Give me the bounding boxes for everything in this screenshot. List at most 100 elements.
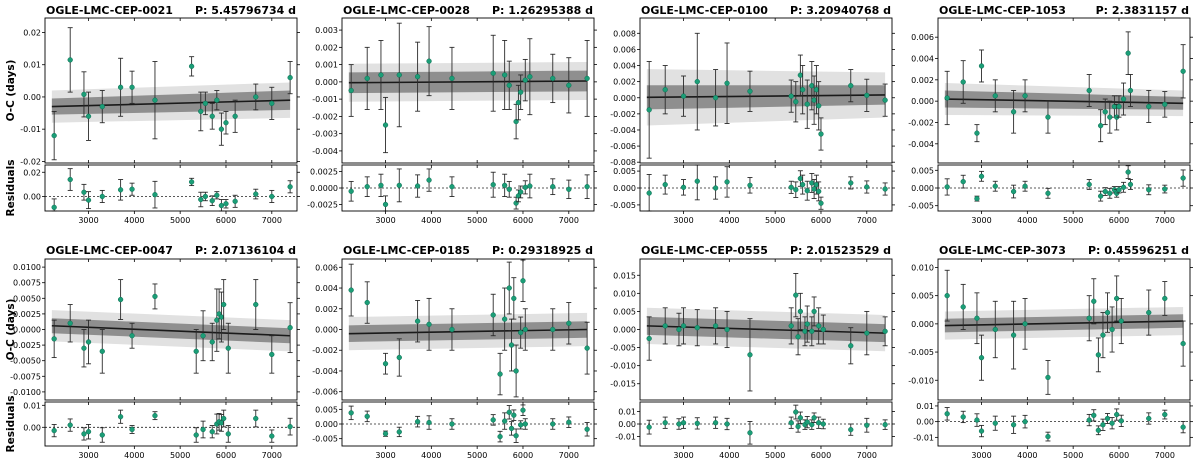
- residual-axes-frame: [44, 164, 298, 212]
- residual-point: [502, 182, 508, 189]
- data-point: [449, 326, 455, 333]
- x-tick-label: 5000: [170, 451, 190, 460]
- data-point: [724, 80, 730, 86]
- residual-point: [449, 421, 455, 427]
- y-tick-label: 0.00: [916, 418, 934, 427]
- data-point: [508, 342, 515, 348]
- residual-point: [550, 421, 556, 427]
- x-tick-label: 7000: [1155, 451, 1175, 460]
- residual-point: [848, 180, 854, 186]
- residual-point: [449, 184, 455, 190]
- x-tick-label: 5000: [170, 216, 190, 225]
- x-tick-label: 7000: [1155, 216, 1175, 225]
- residual-point: [396, 182, 402, 189]
- data-point: [1146, 103, 1152, 110]
- period-label: P: 2.3831157 d: [1096, 4, 1189, 17]
- residual-point: [209, 429, 215, 435]
- residual-point: [198, 196, 204, 203]
- residual-point: [1086, 181, 1092, 188]
- x-tick-label: 4000: [124, 216, 144, 225]
- main-axes-frame: [937, 258, 1191, 401]
- period-label: P: 1.26295388 d: [492, 4, 593, 17]
- y-tick-label: 0.01: [618, 407, 636, 416]
- data-point: [788, 93, 794, 99]
- x-tick-label: 4000: [421, 216, 441, 225]
- y-tick-label: 0.008: [613, 29, 636, 38]
- residual-point: [117, 414, 124, 420]
- ylabel-main-row2: O-C (days): [5, 299, 17, 361]
- y-tick-label: 0.000: [315, 78, 338, 87]
- residual-point: [67, 422, 73, 428]
- residual-point: [974, 195, 980, 202]
- y-tick-label: -0.002: [610, 110, 636, 119]
- period-label: P: 5.45796734 d: [195, 4, 296, 17]
- y-tick-label: 0.0075: [13, 279, 41, 288]
- y-tick-label: 0.002: [613, 78, 636, 87]
- y-tick-label: -0.005: [610, 201, 636, 210]
- x-tick-label: 6000: [811, 216, 831, 225]
- y-tick-label: 0.005: [911, 166, 934, 175]
- data-point: [820, 326, 826, 333]
- data-point: [1109, 326, 1115, 333]
- x-tick-label: 3000: [971, 451, 991, 460]
- data-point: [646, 107, 652, 113]
- fit-line: [944, 98, 1184, 105]
- data-point: [99, 103, 105, 110]
- x-tick-label: 4000: [719, 451, 739, 460]
- x-tick-label: 5000: [1063, 451, 1083, 460]
- y-tick-label: 0.0025: [310, 168, 338, 177]
- data-point: [816, 323, 822, 329]
- data-point: [1086, 315, 1092, 321]
- y-tick-label: -0.005: [908, 202, 934, 211]
- data-point: [253, 94, 259, 100]
- data-point: [694, 325, 700, 331]
- residual-point: [51, 427, 57, 434]
- data-point: [269, 100, 275, 107]
- residual-point: [747, 182, 753, 188]
- y-tick-label: 0.000: [315, 326, 338, 335]
- data-point: [223, 120, 229, 126]
- residual-point: [816, 420, 822, 426]
- period-label: P: 3.20940768 d: [790, 4, 891, 17]
- residual-point: [795, 423, 801, 430]
- residual-point: [364, 413, 370, 420]
- x-tick-label: 4000: [124, 451, 144, 460]
- residual-point: [396, 429, 402, 435]
- data-point: [221, 301, 227, 308]
- residual-point: [497, 433, 503, 440]
- data-point: [864, 330, 870, 336]
- data-point: [974, 315, 980, 321]
- residual-point: [287, 184, 293, 190]
- data-point: [882, 328, 888, 334]
- fit-line: [944, 320, 1184, 327]
- data-point: [396, 354, 402, 361]
- residual-point: [490, 182, 496, 188]
- residual-point: [506, 186, 512, 192]
- residual-point: [864, 422, 870, 428]
- data-point: [364, 75, 370, 82]
- data-point: [527, 74, 533, 80]
- y-tick-label: -0.005: [908, 348, 934, 357]
- residual-point: [214, 192, 220, 198]
- residual-point: [511, 412, 517, 418]
- residual-point: [218, 202, 225, 209]
- y-tick-label: -0.002: [908, 118, 934, 127]
- data-point: [515, 99, 522, 106]
- data-point: [811, 308, 817, 315]
- residual-point: [382, 431, 389, 437]
- panel-7: OGLE-LMC-CEP-0555 P: 2.01523529 d 0.015 0.0…: [610, 244, 895, 460]
- data-point: [1146, 309, 1152, 316]
- panel-1: OGLE-LMC-CEP-0021 P: 5.45796734 d 0.02 0.01…: [20, 4, 300, 225]
- data-point: [518, 89, 524, 95]
- y-tick-label: 0.005: [315, 405, 338, 414]
- residual-point: [811, 186, 817, 192]
- fit-line: [51, 99, 291, 108]
- residual-point: [1086, 417, 1092, 423]
- data-point: [382, 122, 389, 128]
- data-point: [129, 333, 135, 339]
- residual-point: [864, 184, 870, 190]
- panel-8: OGLE-LMC-CEP-3073 P: 0.45596251 d 0.010 0.0…: [908, 244, 1193, 460]
- residual-point: [1095, 427, 1102, 433]
- data-point: [513, 118, 519, 125]
- y-tick-label: 0.01: [916, 402, 934, 411]
